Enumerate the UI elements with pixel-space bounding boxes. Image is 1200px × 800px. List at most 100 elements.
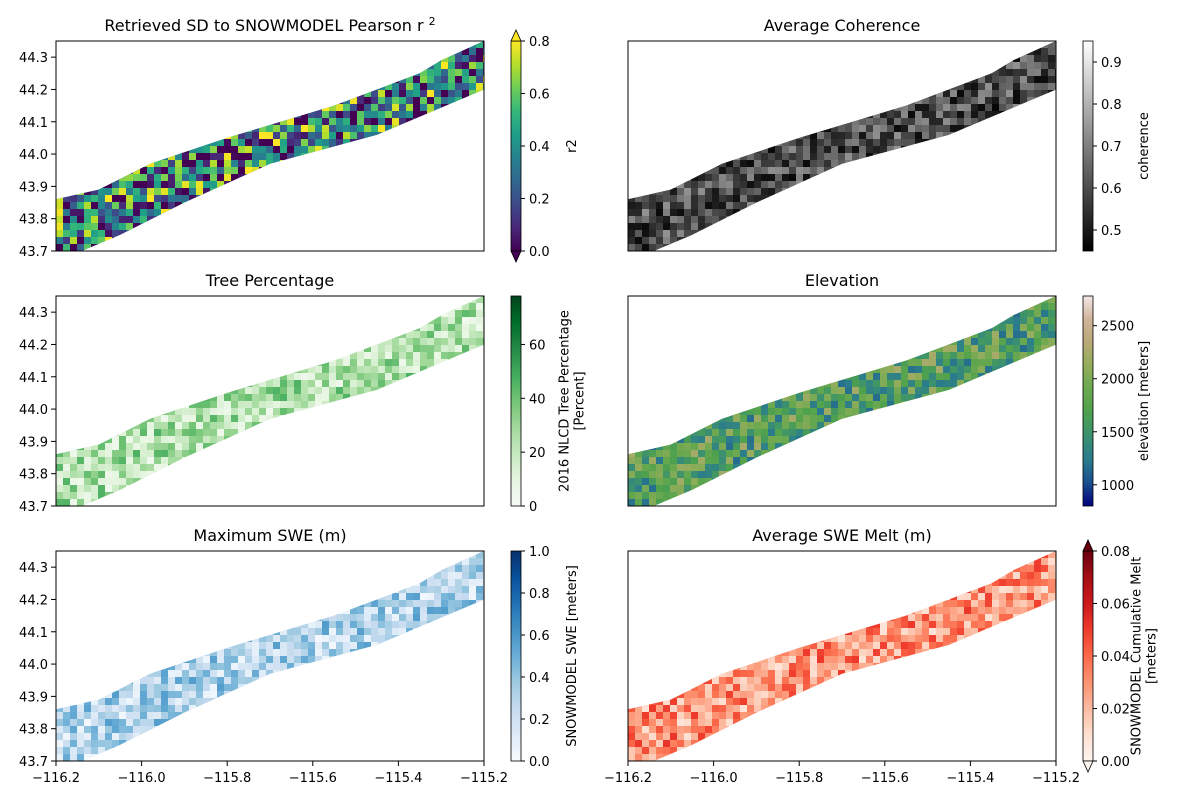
y-tick-label: 44.0 — [19, 148, 48, 163]
colorbar-label: 2016 NLCD Tree Percentage — [558, 310, 573, 492]
y-tick-label: 44.2 — [19, 338, 48, 353]
colorbar-tick-label: 0.04 — [1101, 650, 1130, 665]
panel-title: Tree Percentage — [205, 271, 334, 290]
y-tick-label: 44.1 — [19, 116, 48, 131]
x-tick-label: −116.0 — [118, 771, 166, 786]
panel-title: Maximum SWE (m) — [193, 526, 346, 545]
y-tick-label: 43.8 — [19, 468, 48, 483]
colorbar-tick-label: 40 — [529, 392, 546, 407]
panel-title: Average SWE Melt (m) — [752, 526, 931, 545]
colorbar-tick-label: 0.8 — [529, 35, 550, 50]
axes-frame — [55, 40, 485, 252]
map-panel-3: Tree Percentage 44.3 44.2 44.1 44.0 43.9 43.8 4… — [19, 271, 587, 515]
y-tick-label: 43.8 — [19, 723, 48, 738]
y-tick-label: 43.7 — [19, 500, 48, 515]
y-tick-label: 43.9 — [19, 435, 48, 450]
colorbar-tick-label: 0.4 — [529, 671, 550, 686]
y-tick-label: 43.7 — [19, 755, 48, 770]
x-tick-label: −116.2 — [32, 771, 80, 786]
colorbar-label: SNOWMODEL Cumulative Melt — [1130, 557, 1145, 755]
colorbar-label: SNOWMODEL SWE [meters] — [565, 565, 580, 747]
colorbar-tick-label: 0.08 — [1101, 545, 1130, 560]
colorbar-tick-label: 0.5 — [1101, 224, 1122, 239]
y-tick-label: 44.1 — [19, 371, 48, 386]
colorbar-label: elevation [meters] — [1137, 341, 1152, 461]
colorbar: 0.5 0.6 0.7 0.8 0.9 coherence — [1082, 40, 1152, 252]
y-tick-label: 44.1 — [19, 626, 48, 641]
x-tick-label: −115.8 — [203, 771, 251, 786]
colorbar-label: r2 — [565, 139, 580, 153]
map-panel-2: Average Coherence 0.5 0.6 0.7 0.8 0.9 coherenc… — [627, 16, 1152, 252]
colorbar-tick-label: 0.4 — [529, 140, 550, 155]
y-tick-label: 43.7 — [19, 245, 48, 260]
x-tick-label: −115.6 — [861, 771, 909, 786]
x-tick-label: −115.4 — [946, 771, 994, 786]
y-tick-label: 44.2 — [19, 83, 48, 98]
y-tick-label: 44.0 — [19, 658, 48, 673]
x-tick-label: −116.2 — [604, 771, 652, 786]
colorbar-tick-label: 0.0 — [529, 755, 550, 770]
colorbar-tick-label: 0.2 — [529, 193, 550, 208]
colorbar-extend-max — [1082, 539, 1094, 552]
colorbar-tick-label: 0.06 — [1101, 598, 1130, 613]
colorbar-tick-label: 2500 — [1101, 320, 1134, 335]
colorbar-tick-label: 0 — [529, 500, 537, 515]
colorbar-tick-label: 0.9 — [1101, 56, 1122, 71]
colorbar-gradient — [510, 40, 522, 252]
y-tick-label: 44.0 — [19, 403, 48, 418]
map-panel-6: Average SWE Melt (m) −116.2 −116.0 −115.8 −1… — [604, 526, 1160, 786]
panel-title: Elevation — [805, 271, 879, 290]
x-tick-label: −115.4 — [374, 771, 422, 786]
colorbar-gradient — [510, 295, 522, 507]
map-panel-5: Maximum SWE (m) 44.3 44.2 44.1 44.0 43.9 43.8 4… — [19, 526, 580, 786]
colorbar-label: coherence — [1137, 112, 1152, 180]
colorbar-tick-label: 0.6 — [529, 629, 550, 644]
colorbar: 0.0 0.2 0.4 0.6 0.8 r2 — [510, 29, 580, 263]
y-tick-label: 44.3 — [19, 51, 48, 66]
colorbar-tick-label: 0.8 — [1101, 98, 1122, 113]
colorbar-extend-max — [510, 29, 522, 42]
y-tick-label: 44.3 — [19, 306, 48, 321]
colorbar-tick-label: 2000 — [1101, 373, 1134, 388]
colorbar-gradient — [1082, 295, 1094, 507]
map-panel-1: Retrieved SD to SNOWMODEL Pearson r 2 44.… — [19, 15, 580, 263]
axes-frame — [55, 550, 485, 762]
colorbar-gradient — [1082, 40, 1094, 252]
colorbar-tick-label: 0.6 — [1101, 182, 1122, 197]
colorbar-tick-label: 1000 — [1101, 479, 1134, 494]
x-tick-label: −116.0 — [690, 771, 738, 786]
colorbar-gradient — [1082, 550, 1094, 762]
colorbar-tick-label: 1.0 — [529, 545, 550, 560]
colorbar: 0.0 0.2 0.4 0.6 0.8 1.0 SNOWMODEL SWE [meters] — [510, 545, 580, 770]
colorbar-tick-label: 20 — [529, 446, 546, 461]
colorbar-label: [Percent] — [573, 371, 588, 430]
colorbar-tick-label: 0.6 — [529, 88, 550, 103]
y-tick-label: 43.9 — [19, 690, 48, 705]
colorbar-tick-label: 60 — [529, 338, 546, 353]
x-tick-label: −115.2 — [460, 771, 508, 786]
y-tick-label: 43.8 — [19, 213, 48, 228]
x-tick-label: −115.2 — [1032, 771, 1080, 786]
panel-title: Average Coherence — [764, 16, 921, 35]
colorbar-gradient — [510, 550, 522, 762]
axes-frame — [627, 550, 1057, 762]
colorbar-tick-label: 0.7 — [1101, 140, 1122, 155]
y-tick-label: 44.2 — [19, 593, 48, 608]
y-tick-label: 43.9 — [19, 180, 48, 195]
axes-frame — [627, 295, 1057, 507]
colorbar-tick-label: 1500 — [1101, 426, 1134, 441]
x-tick-label: −115.8 — [775, 771, 823, 786]
colorbar-tick-label: 0.8 — [529, 587, 550, 602]
axes-frame — [55, 295, 485, 507]
colorbar-tick-label: 0.0 — [529, 245, 550, 260]
colorbar: 0 20 40 60 2016 NLCD Tree Percentage [Percent… — [510, 295, 588, 515]
colorbar-label: [meters] — [1145, 628, 1160, 684]
x-tick-label: −115.6 — [289, 771, 337, 786]
colorbar-tick-label: 0.2 — [529, 713, 550, 728]
colorbar-extend-min — [1082, 760, 1094, 773]
colorbar-tick-label: 0.00 — [1101, 755, 1130, 770]
panel-title: Retrieved SD to SNOWMODEL Pearson r 2 — [104, 15, 435, 36]
